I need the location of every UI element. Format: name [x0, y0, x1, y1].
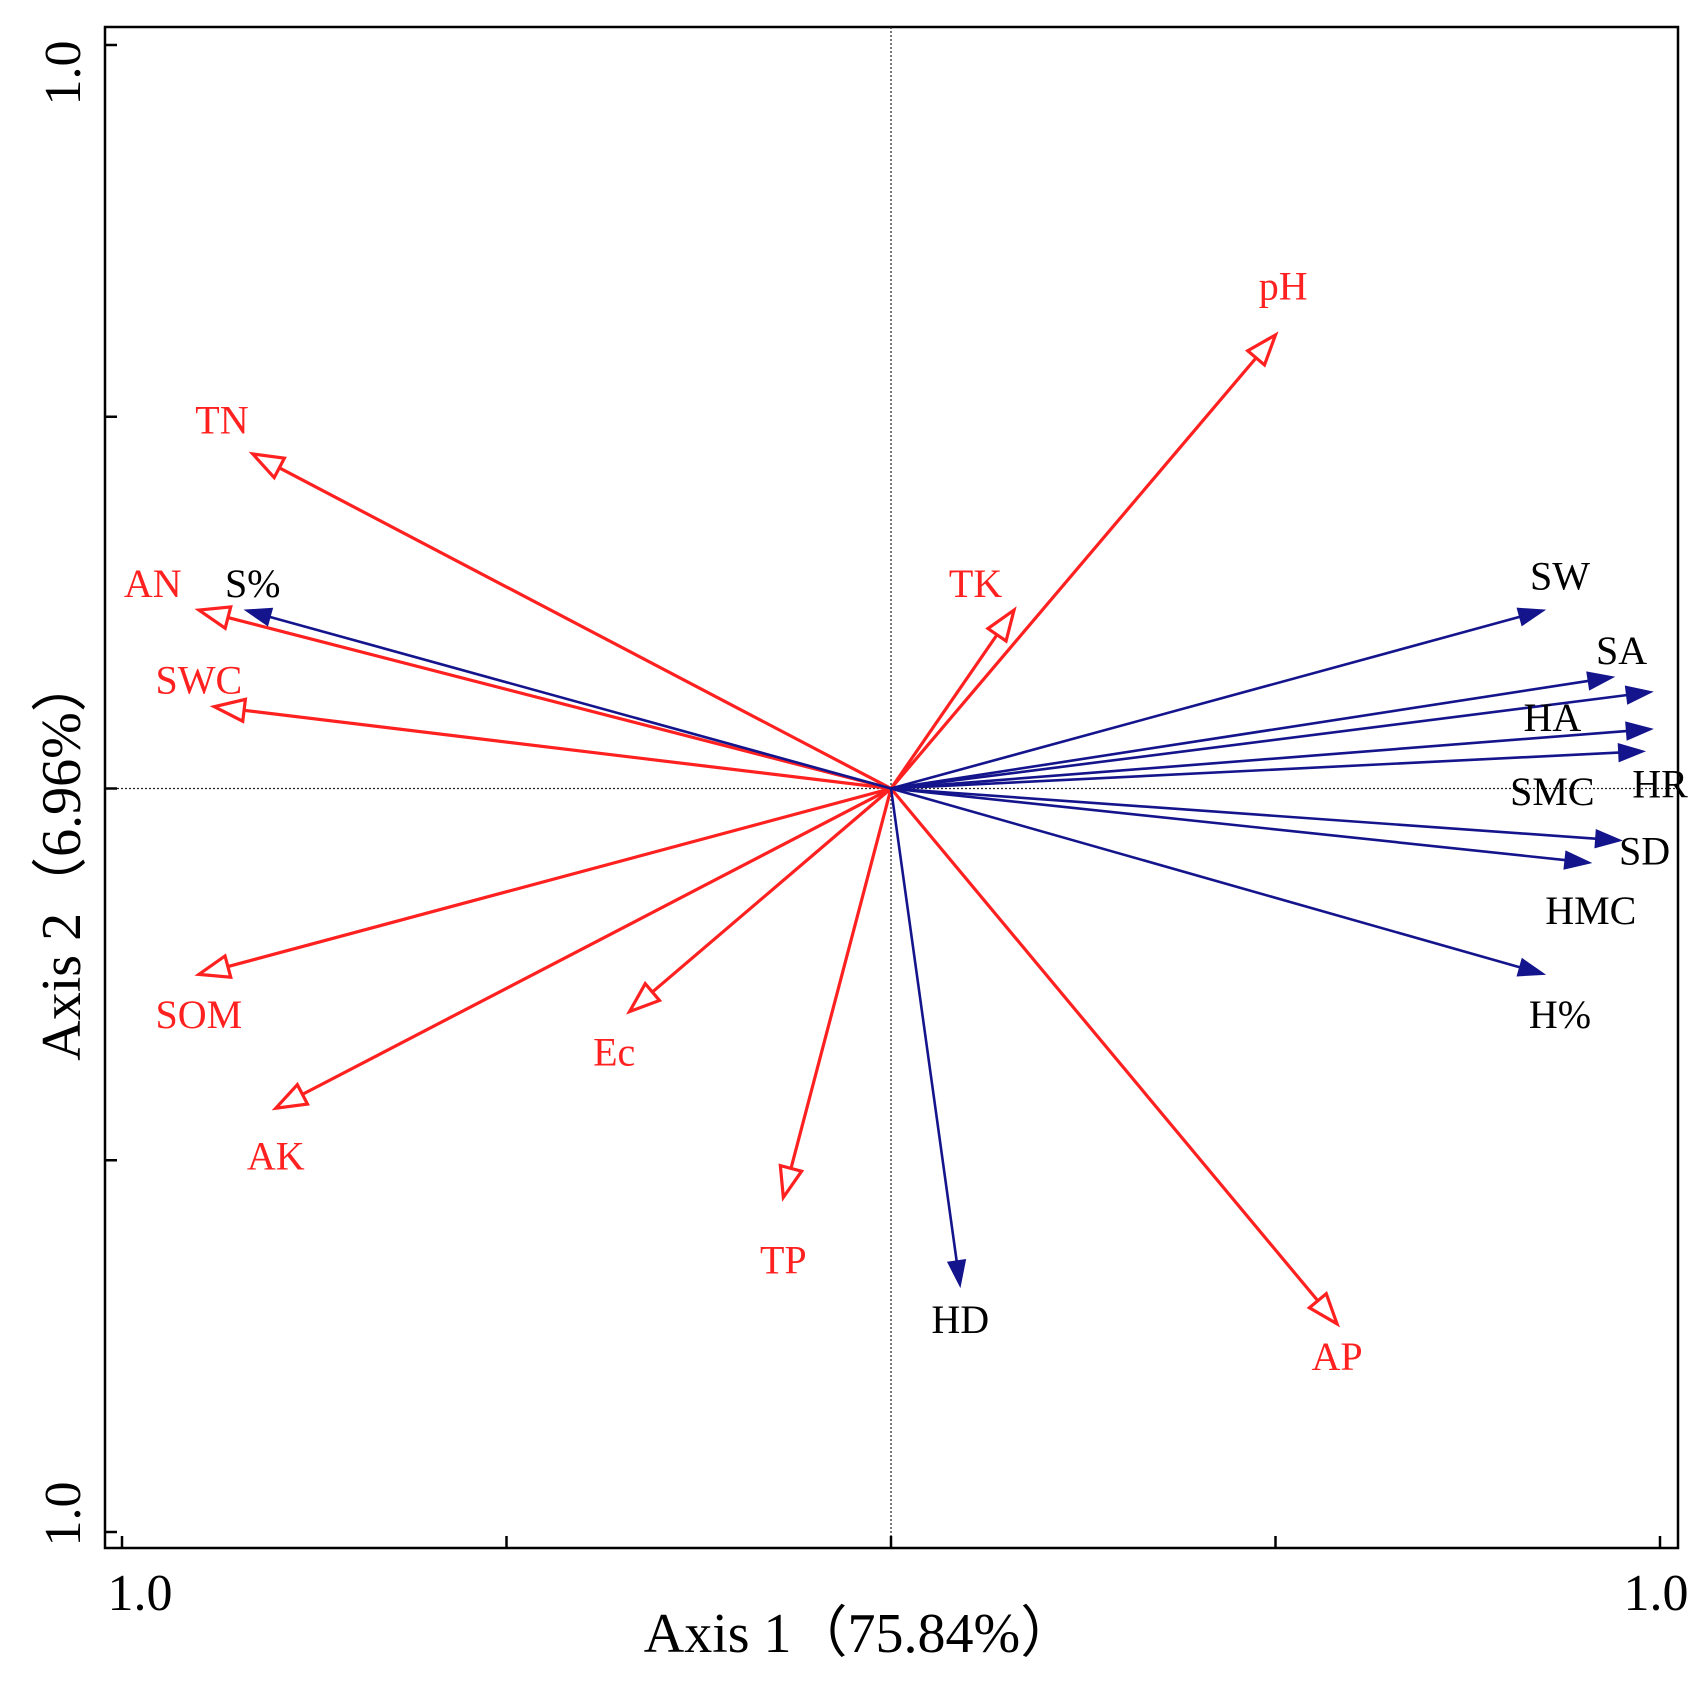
vector-shaft-SWC — [243, 708, 892, 791]
vector-AN — [194, 605, 892, 791]
vector-label-AN: AN — [124, 561, 182, 606]
vector-head-TN — [248, 451, 287, 481]
vector-head-HD — [946, 1259, 967, 1289]
vector-head-SW — [1516, 607, 1547, 627]
vector-label-HA: HA — [1523, 695, 1581, 740]
vector-head-HA — [1624, 685, 1654, 705]
vector-head-pH — [1244, 331, 1279, 368]
vector-SD — [890, 787, 1624, 849]
vector-head-HMC — [1563, 850, 1593, 870]
vector-label-SOM: SOM — [156, 992, 243, 1037]
vector-shaft-S% — [269, 615, 892, 790]
y-tick-label-max: 1.0 — [35, 41, 92, 106]
vector-shaft-TP — [789, 788, 893, 1169]
vector-label-SMC: SMC — [1510, 769, 1595, 814]
vector-label-AK: AK — [247, 1133, 305, 1178]
vector-SW — [890, 607, 1547, 790]
vector-label-TP: TP — [760, 1238, 807, 1283]
vector-head-AN — [194, 605, 233, 631]
vector-label-SA: SA — [1596, 628, 1647, 673]
vector-TK — [889, 606, 1017, 790]
vector-head-H% — [1516, 957, 1547, 977]
vector-shaft-HD — [889, 788, 958, 1262]
vector-head-SA — [1586, 671, 1616, 691]
vector-HD — [889, 788, 967, 1289]
vector-label-H%: H% — [1529, 992, 1591, 1037]
vector-shaft-HR — [890, 729, 1627, 790]
vector-HA — [890, 685, 1654, 790]
vector-shaft-AK — [301, 787, 892, 1096]
vector-Ec — [626, 787, 893, 1015]
vector-label-pH: pH — [1259, 264, 1308, 309]
vector-head-HR — [1625, 721, 1654, 741]
vector-TN — [248, 451, 892, 790]
vector-shaft-HA — [890, 693, 1627, 790]
vector-label-SD: SD — [1619, 829, 1670, 874]
vector-label-HD: HD — [931, 1297, 989, 1342]
vector-shaft-SW — [890, 615, 1520, 790]
vector-H% — [890, 787, 1547, 977]
x-tick-label-max: 1.0 — [1624, 1565, 1689, 1622]
x-axis-title: Axis 1（75.84%） — [644, 1603, 1076, 1665]
vector-AK — [271, 787, 892, 1111]
vector-shaft-TN — [278, 466, 892, 790]
vector-shaft-H% — [890, 787, 1520, 969]
vector-head-SWC — [209, 697, 248, 724]
vector-label-HR: HR — [1632, 762, 1688, 807]
axis-ticks — [105, 43, 1662, 1548]
vector-shaft-HMC — [890, 787, 1566, 862]
vector-head-SD — [1594, 828, 1624, 849]
vector-shaft-SMC — [890, 751, 1619, 790]
vector-shaft-SOM — [227, 786, 892, 969]
vector-HMC — [890, 787, 1593, 870]
vector-AP — [889, 787, 1340, 1328]
vector-SOM — [194, 786, 892, 980]
vector-label-Ec: Ec — [593, 1029, 635, 1074]
vector-head-SMC — [1617, 742, 1647, 763]
vector-label-AP: AP — [1311, 1334, 1362, 1379]
vector-head-AK — [271, 1081, 310, 1111]
vector-SMC — [890, 742, 1647, 790]
vector-pH — [889, 331, 1279, 790]
vector-label-TK: TK — [949, 561, 1002, 606]
vector-arrows — [194, 331, 1654, 1328]
vector-S% — [243, 607, 892, 790]
vector-shaft-AP — [889, 787, 1320, 1302]
vector-label-HMC: HMC — [1545, 888, 1636, 933]
vector-head-TP — [778, 1163, 805, 1202]
vector-SA — [890, 671, 1616, 790]
vector-head-TK — [985, 606, 1017, 644]
vector-HR — [890, 721, 1654, 790]
vector-shaft-SA — [890, 679, 1589, 790]
vector-shaft-pH — [889, 356, 1258, 790]
vector-shaft-TK — [889, 633, 999, 790]
vector-head-S% — [243, 607, 274, 627]
vector-TP — [778, 788, 893, 1202]
vector-label-SWC: SWC — [156, 658, 243, 703]
x-tick-label-min: 1.0 — [108, 1565, 173, 1622]
vector-head-Ec — [626, 980, 663, 1015]
vector-shaft-Ec — [651, 787, 893, 994]
vector-head-AP — [1306, 1291, 1340, 1328]
y-axis-title: Axis 2（6.96%） — [31, 656, 93, 1060]
vector-head-SOM — [194, 953, 233, 980]
vector-label-S%: S% — [225, 561, 281, 606]
vector-label-TN: TN — [195, 397, 248, 442]
vector-shaft-SD — [890, 787, 1596, 840]
vector-SWC — [209, 697, 892, 791]
vector-label-SW: SW — [1530, 553, 1590, 598]
y-tick-label-min: 1.0 — [35, 1482, 92, 1547]
vector-shaft-AN — [227, 616, 892, 791]
